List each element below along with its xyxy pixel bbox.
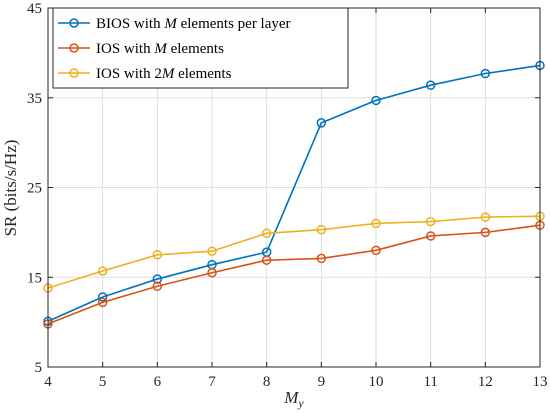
data-point: [152, 250, 163, 260]
data-point: [480, 227, 491, 238]
legend-text-part: elements per layer: [177, 16, 291, 32]
data-point: [316, 224, 327, 235]
legend-entry-1: IOS with M elements: [96, 41, 224, 57]
y-axis: 5 15 25 35 45: [27, 1, 540, 376]
x-tick-label: 12: [478, 374, 493, 390]
legend-marker-2: [69, 68, 79, 78]
data-point: [97, 292, 108, 302]
legend-entry-2: IOS with 2M elements: [96, 66, 232, 82]
y-tick-label: 45: [27, 1, 42, 17]
data-point: [97, 266, 108, 276]
data-point: [425, 80, 436, 90]
data-point: [371, 95, 381, 106]
legend-text-part: M: [163, 16, 178, 32]
data-point: [97, 297, 108, 308]
x-tick-label: 6: [154, 374, 162, 390]
series-1: [43, 220, 545, 329]
data-point: [480, 68, 491, 79]
legend-text-part: M: [153, 41, 168, 57]
x-tick-label: 9: [318, 374, 326, 390]
y-tick-label: 35: [27, 91, 42, 107]
data-point: [261, 228, 272, 239]
data-point: [425, 231, 436, 241]
y-axis-label: SR (bits/s/Hz): [1, 140, 20, 237]
x-tick-label: 7: [208, 374, 216, 390]
legend-text-part: BIOS with: [96, 16, 164, 32]
y-tick-label: 5: [35, 360, 43, 376]
data-point: [261, 255, 272, 265]
legend-text-part: M: [161, 66, 176, 82]
legend-entry-0: BIOS with M elements per layer: [96, 16, 291, 32]
x-axis: 4 5 6 7 8 9 10 11 12 13: [44, 8, 548, 390]
legend-marker-0: [69, 18, 79, 28]
legend: BIOS with M elements per layer IOS with M…: [52, 7, 349, 89]
data-point: [371, 218, 381, 229]
data-point: [207, 246, 217, 256]
series-line-0: [47, 64, 541, 322]
x-axis-label: My: [283, 388, 304, 410]
x-tick-label: 11: [423, 374, 437, 390]
x-tick-label: 10: [369, 374, 384, 390]
x-tick-label: 5: [99, 374, 107, 390]
y-tick-label: 15: [27, 270, 42, 286]
series-line-1: [47, 224, 541, 325]
x-tick-label: 8: [263, 374, 271, 390]
y-tick-label: 25: [27, 181, 42, 197]
data-point: [371, 245, 381, 256]
legend-text-part: elements: [174, 66, 231, 82]
series-0: [43, 60, 545, 326]
data-point: [480, 212, 491, 222]
data-point: [207, 268, 217, 278]
series-layer: [43, 60, 545, 329]
x-tick-label: 13: [533, 374, 548, 390]
legend-text-part: elements: [167, 41, 224, 57]
data-point: [152, 281, 163, 291]
legend-text-part: IOS with 2: [96, 66, 162, 82]
legend-marker-1: [69, 43, 79, 53]
data-point: [425, 216, 436, 227]
legend-box: [52, 7, 349, 89]
legend-text-part: IOS with: [96, 41, 154, 57]
data-point: [152, 274, 163, 284]
data-point: [316, 253, 327, 264]
series-line-2: [47, 215, 541, 289]
data-point: [316, 118, 327, 128]
x-tick-label: 4: [44, 374, 52, 390]
